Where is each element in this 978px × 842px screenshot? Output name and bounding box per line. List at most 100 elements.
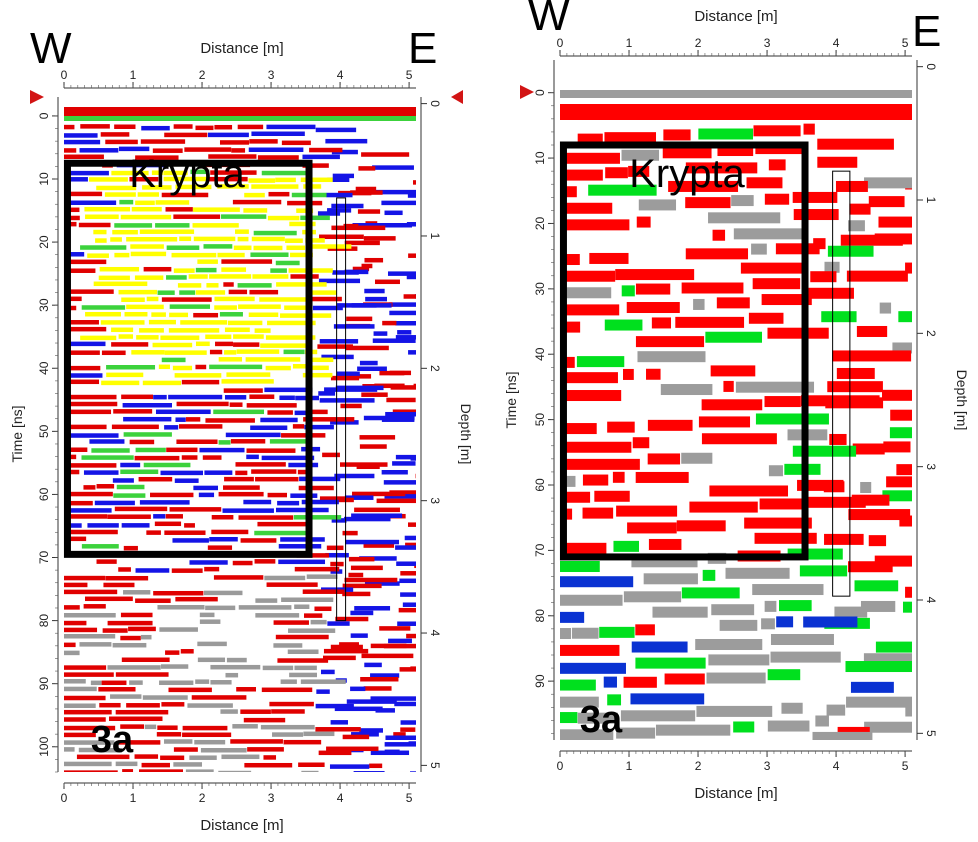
reflection-band: [126, 703, 160, 708]
reflection-band: [560, 390, 622, 402]
reflection-band: [175, 596, 218, 602]
reflection-band: [64, 732, 96, 738]
reflection-band: [338, 190, 372, 196]
reflection-band: [685, 197, 731, 209]
reflection-band: [64, 365, 101, 371]
reflection-band: [299, 476, 341, 482]
reflection-band: [817, 156, 858, 168]
reflection-band: [107, 620, 153, 626]
reflection-band: [767, 327, 829, 339]
reflection-band: [303, 417, 355, 422]
reflection-band: [204, 566, 220, 572]
reflection-band: [290, 252, 313, 258]
reflection-band: [222, 508, 274, 513]
reflection-band: [64, 605, 80, 610]
reflection-band: [254, 328, 271, 333]
reflection-band: [142, 380, 182, 386]
reflection-band: [358, 166, 376, 171]
reflection-band: [257, 155, 299, 160]
reflection-band: [607, 421, 635, 433]
reflection-band: [118, 334, 134, 339]
reflection-band: [361, 263, 373, 269]
reflection-band: [612, 471, 625, 483]
reflection-band: [166, 447, 198, 453]
reflection-band: [64, 207, 80, 213]
reflection-band: [115, 672, 169, 677]
reflection-band: [621, 285, 635, 297]
reflection-band: [246, 403, 297, 408]
reflection-band: [218, 770, 252, 772]
reflection-band: [342, 591, 371, 597]
reflection-band: [315, 727, 361, 732]
reflection-band: [161, 297, 212, 302]
reflection-band: [850, 681, 894, 693]
reflection-band: [64, 469, 80, 475]
time-tick-label: 20: [533, 216, 547, 230]
reflection-band: [393, 732, 406, 737]
reflection-band: [560, 152, 620, 164]
reflection-band: [810, 271, 837, 283]
reflection-band: [346, 316, 373, 322]
reflection-band: [643, 573, 698, 585]
reflection-band: [129, 176, 159, 182]
reflection-band: [156, 732, 182, 737]
reflection-band: [577, 712, 618, 724]
reflection-band: [364, 257, 384, 263]
reflection-band: [221, 267, 247, 272]
reflection-band: [64, 679, 86, 684]
reflection-band: [208, 176, 248, 182]
reflection-band: [318, 278, 361, 284]
reflection-band: [166, 245, 200, 250]
reflection-band: [370, 643, 407, 649]
reflection-band: [64, 536, 87, 542]
reflection-band: [101, 350, 126, 356]
reflection-band: [64, 177, 88, 182]
reflection-band: [99, 266, 140, 272]
reflection-band: [647, 453, 681, 465]
reflection-band: [560, 491, 591, 503]
reflection-band: [755, 143, 805, 155]
reflection-band: [161, 192, 209, 198]
reflection-band: [104, 192, 136, 197]
reflection-band: [173, 762, 203, 767]
x-bottom-tick-label: 1: [130, 791, 137, 805]
reflection-band: [137, 192, 159, 197]
reflection-band: [238, 605, 292, 610]
reflection-band: [382, 778, 418, 783]
reflection-band: [114, 506, 168, 512]
reflection-band: [64, 612, 116, 618]
reflection-band: [172, 365, 193, 371]
reflection-band: [64, 500, 93, 506]
reflection-band: [78, 222, 111, 228]
x-top-tick-label: 0: [557, 36, 564, 50]
reflection-band: [226, 372, 271, 377]
time-tick-label: 0: [533, 89, 547, 96]
reflection-band: [64, 770, 118, 772]
reflection-band: [400, 571, 416, 576]
reflection-band: [143, 462, 191, 468]
reflection-band: [350, 565, 383, 571]
reflection-band: [172, 538, 209, 543]
reflection-band: [560, 628, 572, 640]
reflection-band: [169, 312, 189, 318]
reflection-band: [776, 616, 794, 628]
depth-tick-label: 5: [428, 762, 442, 769]
reflection-band: [374, 279, 400, 285]
reflection-band: [761, 294, 812, 306]
reflection-band: [105, 575, 149, 581]
reflection-band: [345, 539, 400, 545]
reflection-band: [208, 154, 257, 159]
depth-tick-label: 3: [428, 497, 442, 504]
reflection-band: [214, 305, 237, 310]
reflection-band: [120, 612, 153, 618]
reflection-band: [560, 321, 581, 333]
reflection-band: [80, 335, 117, 341]
left-west-label: W: [30, 24, 72, 73]
reflection-band: [635, 283, 671, 295]
reflection-band: [310, 409, 328, 415]
reflection-band: [120, 214, 172, 220]
reflection-band: [675, 316, 745, 328]
time-tick-label: 0: [37, 112, 51, 119]
reflection-band: [355, 186, 377, 192]
